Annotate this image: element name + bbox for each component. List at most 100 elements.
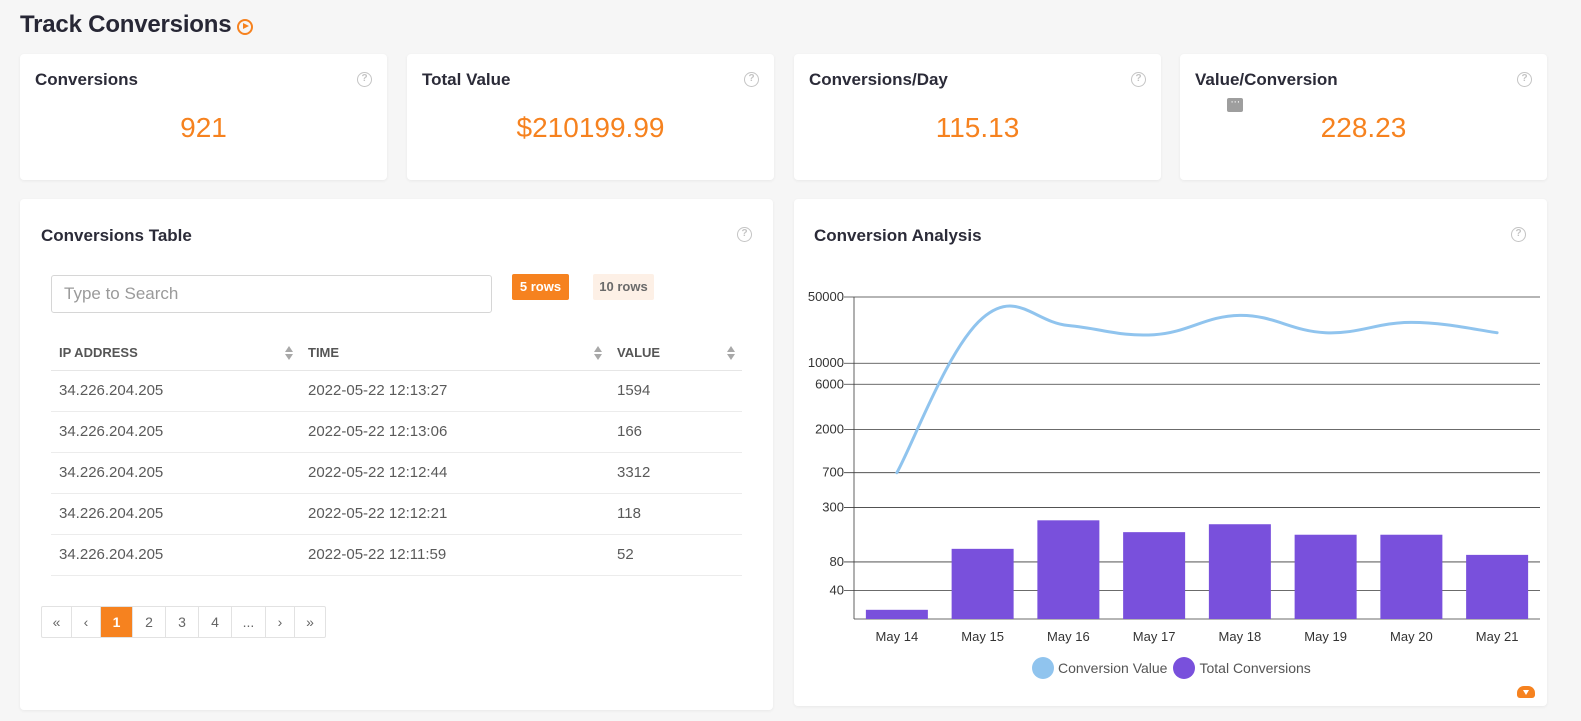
kpi-title: Conversions/Day [809, 70, 948, 89]
x-tick-label: May 20 [1390, 629, 1433, 644]
page-prev-button[interactable]: ‹ [72, 607, 101, 637]
cell-value: 166 [609, 411, 742, 453]
x-tick-label: May 21 [1476, 629, 1519, 644]
kpi-title: Conversions [35, 70, 138, 89]
cell-value: 118 [609, 493, 742, 535]
legend-item-total-conversions[interactable]: Total Conversions [1173, 657, 1311, 679]
page-next-button[interactable]: › [266, 607, 295, 637]
page-title: Track Conversions [20, 11, 232, 38]
kpi-card-value-per-conversion: Value/Conversion ? 228.23 [1180, 54, 1547, 180]
more-icon[interactable]: ··· [1227, 97, 1243, 112]
column-header-time[interactable]: TIME [300, 336, 609, 371]
bar [1294, 534, 1357, 619]
cell-value: 3312 [609, 452, 742, 494]
page-1-button[interactable]: 1 [101, 607, 133, 637]
search-input[interactable] [51, 275, 492, 313]
y-tick-label: 50000 [808, 289, 844, 304]
bar [1123, 532, 1186, 619]
page-ellipsis[interactable]: ... [232, 607, 266, 637]
conversion-chart: 50000 10000 6000 2000 700 300 80 40 May 14 May 15… [808, 289, 1540, 644]
kpi-value: 115.13 [935, 112, 1020, 143]
bar [1037, 520, 1100, 619]
x-tick-label: May 18 [1219, 629, 1262, 644]
panel-title: Conversions Table [41, 226, 192, 245]
table-row: 34.226.204.205 2022-05-22 12:11:59 52 [51, 534, 742, 576]
cell-ip: 34.226.204.205 [51, 411, 300, 453]
x-tick-label: May 15 [961, 629, 1004, 644]
kpi-card-total-value: Total Value ? $210199.99 [407, 54, 774, 180]
play-icon[interactable] [237, 18, 254, 35]
conversion-analysis-panel: Conversion Analysis ? 50000 10000 6000 2000… [794, 199, 1547, 706]
y-tick-label: 80 [830, 554, 844, 569]
sort-icon[interactable] [285, 346, 294, 360]
table-row: 34.226.204.205 2022-05-22 12:12:44 3312 [51, 452, 742, 494]
page-last-button[interactable]: » [306, 614, 314, 630]
pagination: « ‹ 1 2 3 4 ... › » [41, 606, 326, 638]
legend-item-conversion-value[interactable]: Conversion Value [1032, 657, 1167, 679]
cell-time: 2022-05-22 12:12:44 [300, 452, 609, 494]
y-tick-label: 40 [830, 582, 844, 597]
cell-ip: 34.226.204.205 [51, 370, 300, 412]
kpi-value: $210199.99 [516, 112, 665, 143]
x-tick-label: May 16 [1047, 629, 1090, 644]
sort-icon[interactable] [727, 346, 736, 360]
page-header: Track Conversions [20, 10, 254, 40]
cell-value: 52 [609, 534, 742, 576]
page-3-button[interactable]: 3 [166, 607, 199, 637]
page-2-button[interactable]: 2 [133, 607, 166, 637]
legend-swatch [1032, 657, 1054, 679]
table-row: 34.226.204.205 2022-05-22 12:13:06 166 [51, 411, 742, 453]
rows-10-button[interactable]: 10 rows [593, 274, 654, 300]
help-icon[interactable]: ? [1517, 72, 1532, 87]
y-tick-label: 6000 [815, 376, 844, 391]
bar [1208, 524, 1271, 619]
legend-swatch [1173, 657, 1196, 679]
y-tick-label: 2000 [815, 421, 844, 436]
x-tick-label: May 17 [1133, 629, 1176, 644]
x-tick-label: May 14 [876, 629, 919, 644]
conversions-table-panel: Conversions Table ? 5 rows 10 rows IP AD… [20, 199, 773, 710]
kpi-card-conversions-per-day: Conversions/Day ? 115.13 [794, 54, 1161, 180]
help-icon[interactable]: ? [357, 72, 372, 87]
panel-title: Conversion Analysis [814, 226, 982, 245]
help-icon[interactable]: ? [737, 227, 752, 242]
kpi-title: Total Value [422, 70, 511, 89]
bar [1466, 554, 1529, 619]
page-4-button[interactable]: 4 [199, 607, 232, 637]
sort-icon[interactable] [594, 346, 603, 360]
cell-time: 2022-05-22 12:12:21 [300, 493, 609, 535]
help-icon[interactable]: ? [744, 72, 759, 87]
table-row: 34.226.204.205 2022-05-22 12:12:21 118 [51, 493, 742, 535]
table-header-row: IP ADDRESS TIME VALUE [51, 336, 742, 371]
help-icon[interactable]: ? [1511, 227, 1526, 242]
cell-ip: 34.226.204.205 [51, 452, 300, 494]
cell-value: 1594 [609, 370, 742, 412]
y-tick-label: 700 [822, 465, 844, 480]
legend-label: Total Conversions [1199, 660, 1311, 676]
column-header-ip[interactable]: IP ADDRESS [51, 336, 300, 371]
series-line [895, 304, 1499, 475]
cell-ip: 34.226.204.205 [51, 493, 300, 535]
conversions-table: IP ADDRESS TIME VALUE 34.226.204.205 202… [51, 336, 742, 576]
cell-time: 2022-05-22 12:13:27 [300, 370, 609, 412]
table-row: 34.226.204.205 2022-05-22 12:13:27 1594 [51, 370, 742, 412]
page-first-button[interactable]: « [42, 607, 72, 637]
x-tick-label: May 19 [1304, 629, 1347, 644]
cell-ip: 34.226.204.205 [51, 534, 300, 576]
cell-time: 2022-05-22 12:13:06 [300, 411, 609, 453]
kpi-title: Value/Conversion [1195, 70, 1338, 89]
help-icon[interactable]: ? [1131, 72, 1146, 87]
kpi-value: 228.23 [1320, 112, 1407, 143]
rows-5-button[interactable]: 5 rows [512, 274, 569, 300]
y-tick-label: 10000 [808, 355, 844, 370]
column-header-value[interactable]: VALUE [609, 336, 742, 371]
bar [865, 609, 928, 619]
cloud-download-icon[interactable] [1517, 686, 1535, 698]
y-tick-label: 300 [822, 500, 844, 515]
bar [1380, 534, 1443, 619]
legend-label: Conversion Value [1058, 660, 1168, 676]
kpi-value: 921 [180, 112, 227, 143]
chart-legend: Conversion Value Total Conversions [1032, 657, 1317, 679]
kpi-card-conversions: Conversions ? 921 [20, 54, 387, 180]
cell-time: 2022-05-22 12:11:59 [300, 534, 609, 576]
